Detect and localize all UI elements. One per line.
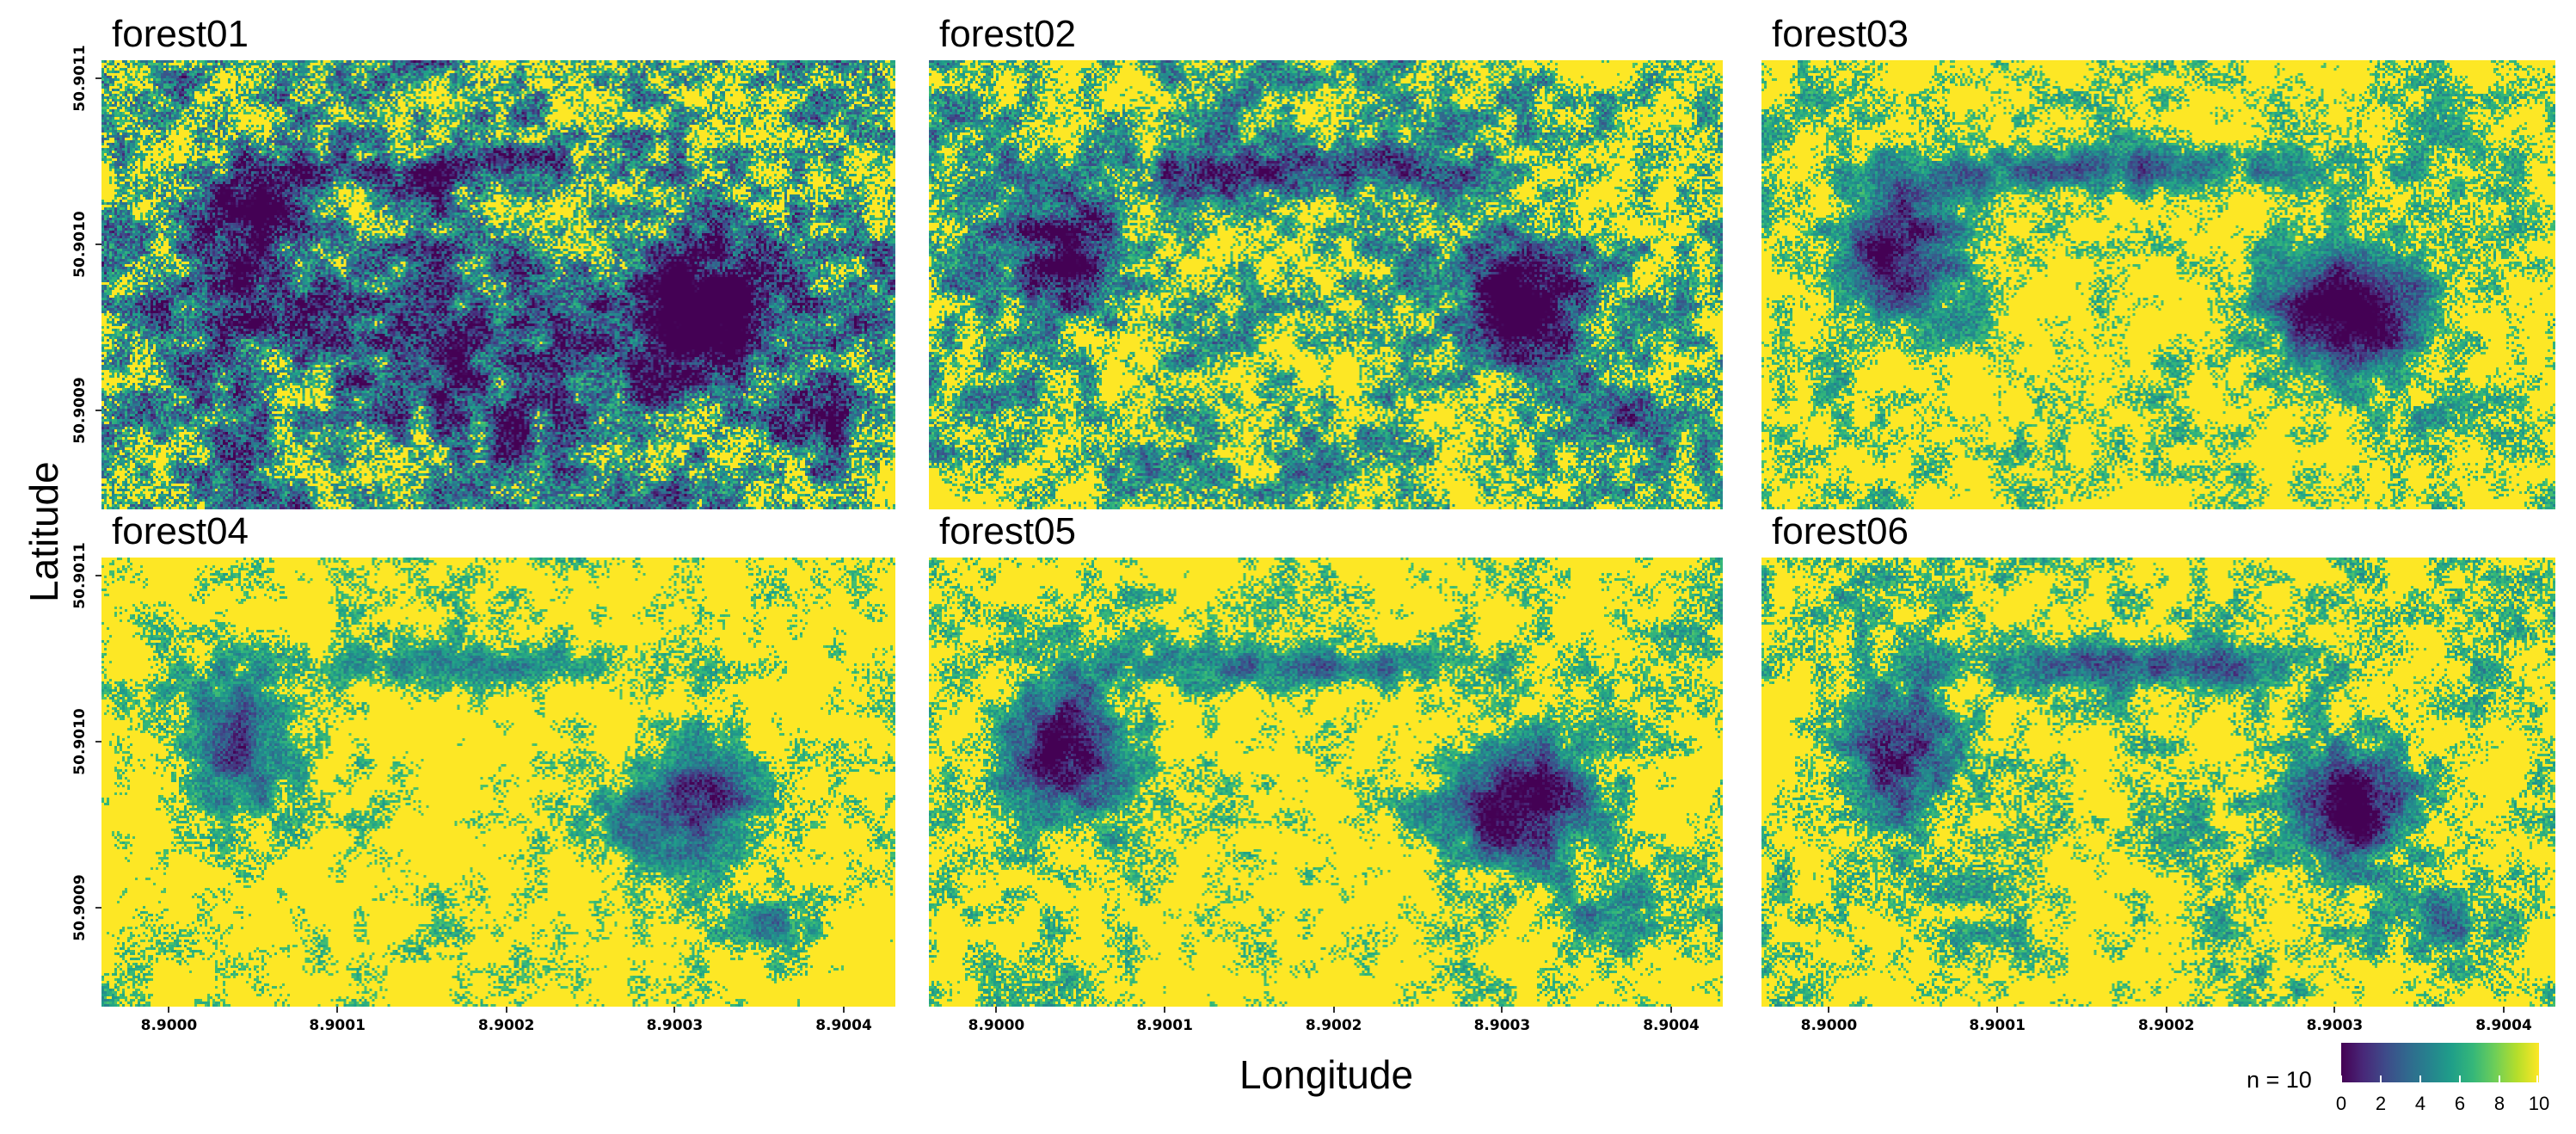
y-tick-mark: [95, 243, 101, 246]
y-tick-label: 50.9011: [71, 542, 89, 609]
panel-title: forest06: [1772, 510, 1909, 552]
x-tick-mark: [1164, 1007, 1166, 1013]
x-tick-mark: [168, 1007, 170, 1013]
x-tick-label: 8.9003: [2306, 1017, 2364, 1034]
x-tick-mark: [995, 1007, 998, 1013]
colorbar-label: 6: [2454, 1093, 2466, 1114]
x-tick-mark: [843, 1007, 845, 1013]
panel-title: forest05: [939, 510, 1076, 552]
x-tick-mark: [1828, 1007, 1830, 1013]
x-tick-label: 8.9001: [309, 1017, 366, 1034]
y-tick-label: 50.9009: [71, 874, 89, 941]
y-tick-label: 50.9010: [71, 708, 89, 775]
raster-image: [101, 558, 895, 1007]
y-tick-mark: [95, 410, 101, 412]
panel-title: forest01: [112, 13, 249, 55]
x-tick-mark: [2333, 1007, 2336, 1013]
colorbar-label: 8: [2493, 1093, 2505, 1114]
x-tick-label: 8.9003: [646, 1017, 704, 1034]
raster-panel: [929, 558, 1723, 1007]
raster-image: [101, 60, 895, 509]
colorbar-label: 2: [2375, 1093, 2387, 1114]
x-tick-label: 8.9004: [2475, 1017, 2532, 1034]
colorbar-tick: [2536, 1075, 2538, 1082]
colorbar-label: 10: [2528, 1093, 2550, 1114]
y-tick-label: 50.9010: [71, 211, 89, 278]
x-tick-label: 8.9000: [140, 1017, 198, 1034]
x-tick-mark: [505, 1007, 507, 1013]
raster-image: [1761, 60, 2555, 509]
raster-panel: [1761, 558, 2555, 1007]
x-tick-mark: [1501, 1007, 1503, 1013]
y-tick-label: 50.9009: [71, 377, 89, 444]
x-tick-mark: [2165, 1007, 2167, 1013]
colorbar: [2341, 1043, 2539, 1082]
raster-panel: [101, 558, 895, 1007]
raster-panel: [1761, 60, 2555, 509]
x-tick-label: 8.9004: [815, 1017, 872, 1034]
x-tick-mark: [673, 1007, 676, 1013]
y-tick-mark: [95, 741, 101, 743]
x-tick-label: 8.9001: [1969, 1017, 2026, 1034]
panel-title: forest03: [1772, 13, 1909, 55]
x-tick-mark: [1996, 1007, 1999, 1013]
x-tick-label: 8.9002: [477, 1017, 535, 1034]
x-axis-label: Longitude: [1239, 1052, 1414, 1097]
x-tick-label: 8.9000: [1800, 1017, 1858, 1034]
raster-panel: [929, 60, 1723, 509]
raster-image: [929, 60, 1723, 509]
colorbar-tick: [2499, 1075, 2500, 1082]
x-tick-mark: [2503, 1007, 2505, 1013]
y-axis-label: Latitude: [22, 461, 66, 602]
colorbar-tick: [2459, 1075, 2461, 1082]
colorbar-tick: [2340, 1075, 2342, 1082]
colorbar-label: 4: [2414, 1093, 2426, 1114]
colorbar-tick: [2380, 1075, 2382, 1082]
colorbar-label: 0: [2335, 1093, 2347, 1114]
x-tick-mark: [1332, 1007, 1335, 1013]
x-tick-label: 8.9003: [1473, 1017, 1531, 1034]
x-tick-mark: [336, 1007, 339, 1013]
raster-panel: [101, 60, 895, 509]
x-tick-mark: [1670, 1007, 1672, 1013]
y-tick-label: 50.9011: [71, 45, 89, 112]
x-tick-label: 8.9002: [1305, 1017, 1362, 1034]
x-tick-label: 8.9004: [1643, 1017, 1700, 1034]
y-tick-mark: [95, 907, 101, 909]
raster-image: [1761, 558, 2555, 1007]
panel-title: forest02: [939, 13, 1076, 55]
x-tick-label: 8.9000: [968, 1017, 1025, 1034]
legend-title: n = 10: [2247, 1067, 2312, 1093]
x-tick-label: 8.9001: [1136, 1017, 1193, 1034]
x-tick-label: 8.9002: [2137, 1017, 2195, 1034]
y-tick-mark: [95, 77, 101, 79]
raster-image: [929, 558, 1723, 1007]
colorbar-tick: [2419, 1075, 2421, 1082]
y-tick-mark: [95, 574, 101, 576]
panel-title: forest04: [112, 510, 249, 552]
